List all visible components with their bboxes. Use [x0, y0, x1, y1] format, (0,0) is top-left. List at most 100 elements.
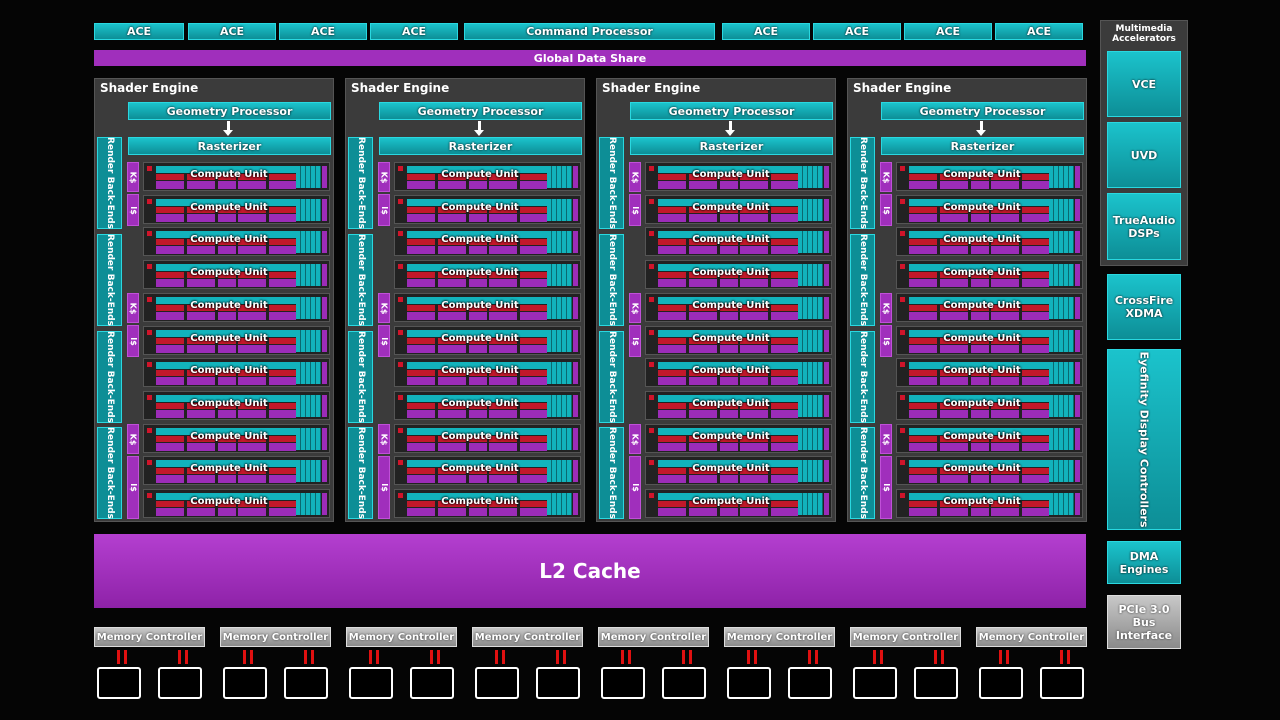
cu-cache [824, 427, 829, 450]
crossfire-xdma-block: CrossFire XDMA [1107, 274, 1181, 340]
cu-marker [147, 198, 152, 204]
cu-register [658, 174, 686, 180]
cu-vector-bar [156, 198, 296, 206]
cu-vector-bar [658, 166, 798, 173]
cu-register [238, 304, 266, 311]
cu-simd [269, 279, 296, 288]
compute-unit-label: Compute Unit [692, 267, 770, 279]
scalar-cache: K$ [378, 424, 390, 454]
shader-engine-title: Shader Engine [602, 81, 701, 95]
cu-simd [238, 344, 266, 353]
cu-register [469, 402, 487, 409]
cu-lds [547, 296, 572, 319]
cu-cache [573, 394, 578, 417]
cu-register [740, 239, 768, 246]
cu-register [489, 402, 517, 409]
instruction-cache: I$ [629, 456, 641, 519]
cu-marker [649, 427, 654, 433]
compute-unit-label: Compute Unit [943, 397, 1021, 409]
cu-cache [824, 264, 829, 287]
cache-label: K$ [630, 302, 640, 314]
cu-register [187, 304, 215, 311]
compute-unit-label: Compute Unit [441, 332, 519, 344]
compute-unit: Compute Unit [645, 489, 832, 518]
cu-simd [720, 181, 738, 189]
cu-simd [218, 344, 236, 353]
cu-cache [1075, 394, 1080, 417]
cu-marker [147, 427, 152, 433]
cu-register [407, 272, 435, 279]
cu-simd [991, 409, 1019, 418]
cu-simd [740, 508, 768, 516]
cu-simd [489, 344, 517, 353]
cu-simd [218, 442, 236, 451]
cache-label: K$ [379, 302, 389, 314]
cu-lds [296, 460, 321, 483]
cu-cache [322, 427, 327, 450]
cache-label: I$ [630, 483, 640, 492]
cu-simd [971, 409, 989, 418]
ace-block: ACE [995, 23, 1083, 40]
cu-register [218, 304, 236, 311]
shader-engine: Shader Engine Geometry Processor Rasterize… [596, 78, 836, 522]
cu-simd [407, 181, 435, 189]
compute-unit: Compute Unit [143, 260, 330, 290]
cu-marker [398, 362, 403, 368]
cu-simd [238, 409, 266, 418]
cu-simd [520, 409, 547, 418]
cu-register [689, 239, 717, 246]
cu-lds [1049, 198, 1074, 221]
cu-register [156, 435, 184, 442]
render-back-ends-label: Render Back-Ends [606, 137, 617, 229]
cu-cache [824, 493, 829, 515]
cu-register [187, 435, 215, 442]
cu-lds [547, 460, 572, 483]
cu-marker [398, 329, 403, 335]
cu-simd [909, 213, 937, 222]
cu-register [991, 402, 1019, 409]
cu-register [940, 370, 968, 377]
cu-simd [238, 508, 266, 516]
cache-label: K$ [128, 171, 138, 183]
cu-simd [689, 213, 717, 222]
cu-simd [971, 213, 989, 222]
cu-simd [909, 279, 937, 288]
cu-register [438, 206, 466, 213]
cu-register [1022, 435, 1049, 442]
cu-register [689, 370, 717, 377]
render-back-ends-label: Render Back-Ends [355, 427, 366, 519]
cu-simd [156, 409, 184, 418]
cu-simd [940, 377, 968, 386]
cu-register [971, 174, 989, 180]
cu-register [438, 272, 466, 279]
cu-cache [824, 394, 829, 417]
cu-register [991, 501, 1019, 507]
cu-register [971, 468, 989, 475]
cu-cache [573, 231, 578, 254]
render-back-ends-label: Render Back-Ends [606, 427, 617, 519]
down-arrow-icon [556, 650, 559, 664]
render-back-ends-label: Render Back-Ends [857, 331, 868, 423]
cu-cache [573, 362, 578, 385]
cu-cache [1075, 296, 1080, 319]
instruction-cache: I$ [880, 194, 892, 226]
cu-simd [438, 311, 466, 320]
compute-unit-label: Compute Unit [692, 365, 770, 377]
compute-unit: Compute Unit [394, 162, 581, 191]
cu-simd [520, 213, 547, 222]
compute-unit: Compute Unit [645, 358, 832, 388]
cu-register [156, 370, 184, 377]
cu-simd [520, 475, 547, 484]
cu-marker [649, 231, 654, 237]
cu-simd [238, 279, 266, 288]
cu-simd [909, 181, 937, 189]
cu-simd [187, 213, 215, 222]
cu-simd [156, 442, 184, 451]
compute-unit-label: Compute Unit [692, 332, 770, 344]
cu-simd [740, 246, 768, 255]
up-arrow-icon [880, 650, 883, 664]
cu-register [156, 206, 184, 213]
cu-simd [740, 442, 768, 451]
cu-simd [991, 181, 1019, 189]
cu-register [238, 337, 266, 344]
